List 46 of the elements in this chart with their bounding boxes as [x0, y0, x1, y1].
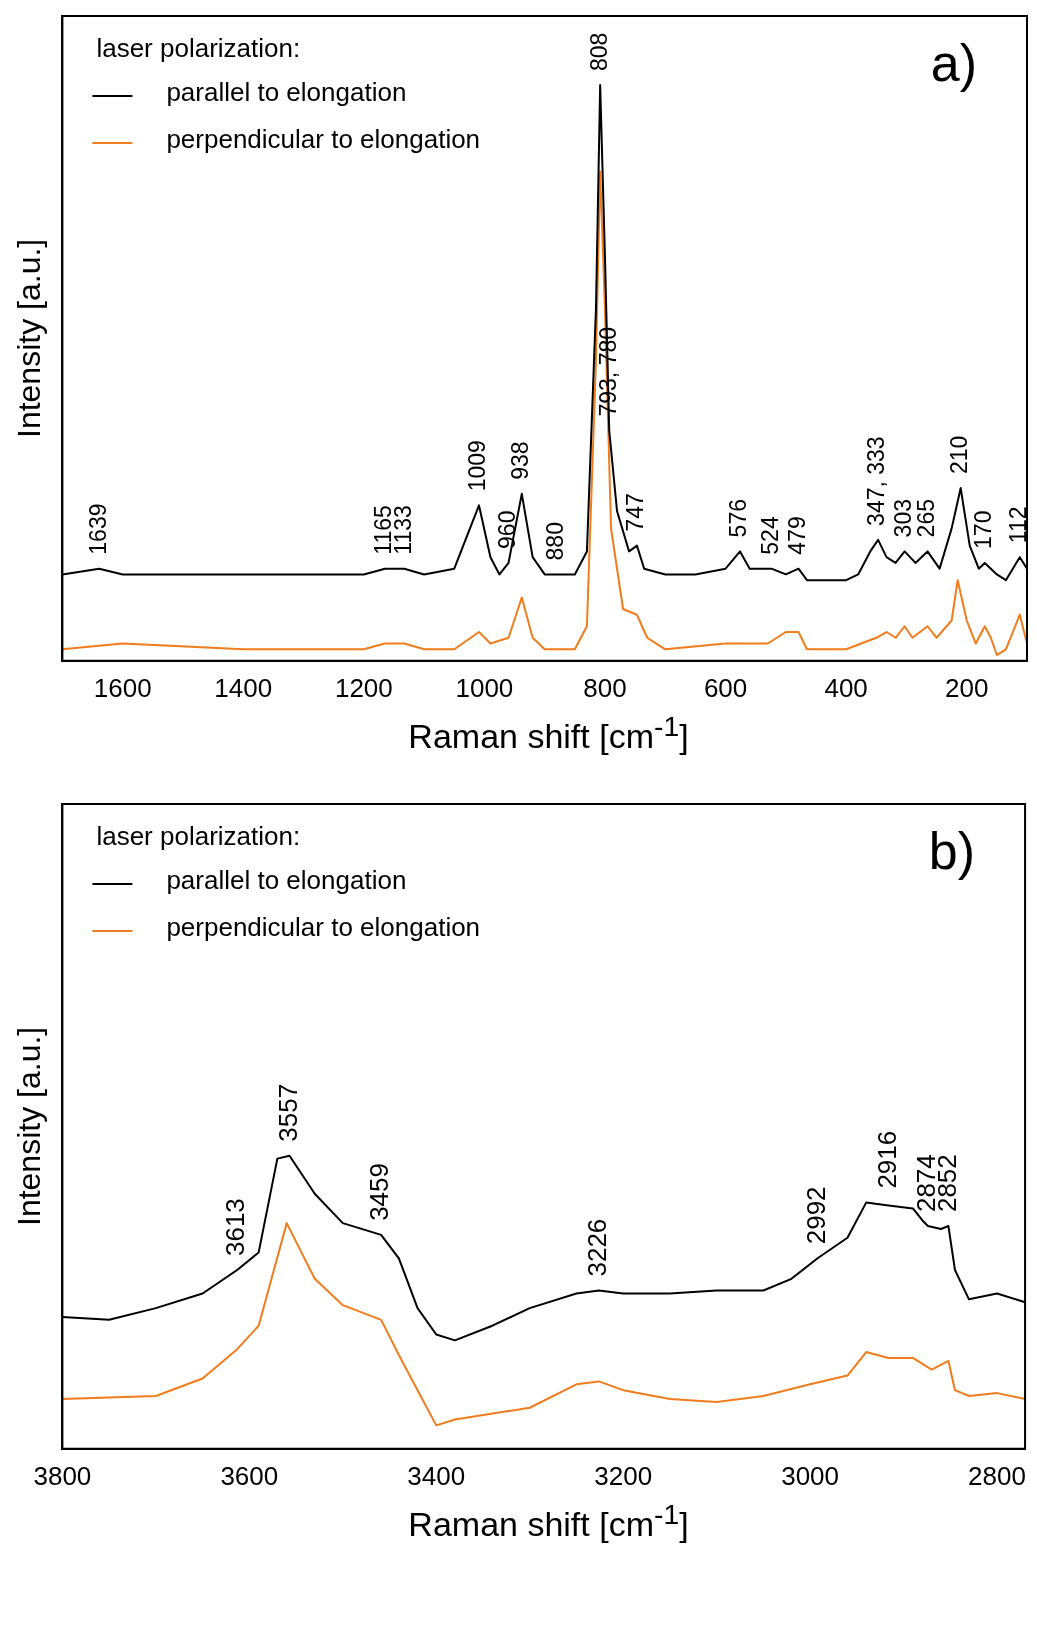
legend-label: perpendicular to elongation	[166, 124, 481, 155]
y-axis-title: Intensity [a.u.]	[11, 1027, 48, 1227]
y-axis-title: Intensity [a.u.]	[11, 238, 48, 439]
x-tick-label: 3600	[220, 1460, 279, 1491]
annotation: 3557	[272, 1084, 303, 1143]
x-tick-label: 3200	[594, 1460, 653, 1491]
annotation: 808	[585, 32, 612, 72]
x-tick-label: 1000	[455, 672, 514, 703]
legend-label: perpendicular to elongation	[166, 912, 481, 943]
annotation: 938	[507, 441, 534, 480]
annotation: 880	[542, 522, 569, 561]
annotation: 3613	[220, 1198, 251, 1257]
annotation: 3459	[364, 1163, 395, 1222]
legend-label: parallel to elongation	[166, 865, 407, 896]
legend-label: parallel to elongation	[166, 77, 407, 108]
x-tick-label: 400	[824, 672, 868, 703]
annotation: 747	[622, 493, 649, 532]
annotation: 2916	[871, 1131, 902, 1189]
annotation: 576	[725, 499, 752, 538]
x-tick-label: 3800	[33, 1460, 92, 1491]
x-axis-title: Raman shift [cm$^{-1}$]	[407, 710, 690, 757]
x-tick-label: 2800	[968, 1460, 1026, 1491]
annotation: 170	[970, 510, 997, 549]
annotation: 3226	[582, 1219, 613, 1277]
annotation: 960	[493, 510, 520, 549]
annotation: 347, 333	[863, 436, 890, 526]
x-tick-label: 600	[703, 672, 748, 703]
x-tick-label: 1400	[214, 672, 273, 703]
annotation: 524	[756, 516, 783, 555]
legend-title: laser polarization:	[96, 33, 301, 64]
annotation: 1009	[464, 440, 491, 492]
annotation: 210	[946, 435, 973, 475]
x-tick-label: 1600	[93, 672, 152, 703]
annotation: 112	[1005, 506, 1032, 544]
annotation: a)	[930, 34, 977, 93]
x-tick-label: 3000	[781, 1460, 840, 1491]
x-axis-title: Raman shift [cm$^{-1}$]	[407, 1498, 690, 1545]
x-tick-label: 200	[945, 672, 989, 703]
annotation: 1639	[84, 503, 111, 555]
annotation: 479	[783, 516, 810, 555]
legend-title: laser polarization:	[96, 821, 301, 852]
annotation: 2992	[800, 1186, 831, 1245]
x-tick-label: 800	[583, 672, 627, 703]
x-tick-label: 1200	[334, 672, 393, 703]
x-tick-label: 3400	[407, 1460, 466, 1491]
text: b)	[928, 822, 976, 881]
